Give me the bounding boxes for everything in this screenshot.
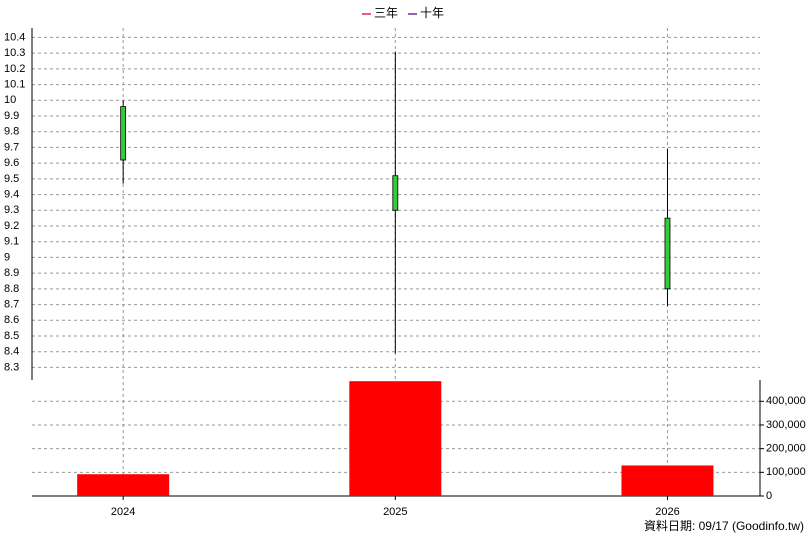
y2-tick-label: 100,000: [766, 466, 806, 478]
y-tick-label: 8.5: [4, 330, 19, 342]
y-tick-label: 9.5: [4, 173, 19, 185]
y-tick-label: 10.3: [4, 47, 25, 59]
footer: 資料日期: 09/17 (Goodinfo.tw): [644, 519, 804, 533]
y-tick-label: 9.8: [4, 126, 19, 138]
y-tick-label: 8.6: [4, 314, 19, 326]
volume-bar: [77, 474, 170, 496]
y-tick-label: 8.4: [4, 346, 19, 358]
candle-body: [392, 175, 399, 211]
legend-label: 三年: [374, 6, 398, 20]
y-tick-label: 8.7: [4, 298, 19, 310]
y2-tick-label: 400,000: [766, 395, 806, 407]
y-tick-label: 9.7: [4, 141, 19, 153]
x-tick-label: 2025: [383, 506, 407, 518]
y-tick-label: 9.9: [4, 110, 19, 122]
candle-body: [664, 217, 671, 290]
volume-bar: [349, 381, 442, 496]
legend-label: 十年: [420, 6, 444, 20]
y2-tick-label: 0: [766, 490, 772, 502]
y-tick-label: 9.4: [4, 188, 19, 200]
y-tick-label: 8.9: [4, 267, 19, 279]
y-tick-label: 10.4: [4, 31, 25, 43]
y-tick-label: 9: [4, 251, 10, 263]
y-tick-label: 9.1: [4, 236, 19, 248]
y-tick-label: 8.8: [4, 283, 19, 295]
candle-body: [120, 106, 127, 161]
y2-tick-label: 200,000: [766, 443, 806, 455]
y2-tick-label: 300,000: [766, 419, 806, 431]
volume-bar: [621, 465, 714, 496]
y-tick-label: 8.3: [4, 361, 19, 373]
y-tick-label: 9.6: [4, 157, 19, 169]
y-tick-label: 9.2: [4, 220, 19, 232]
y-tick-label: 10.1: [4, 78, 25, 90]
x-tick-label: 2026: [655, 506, 679, 518]
y-tick-label: 10: [4, 94, 16, 106]
y-tick-label: 10.2: [4, 63, 25, 75]
x-tick-label: 2024: [111, 506, 135, 518]
y-tick-label: 9.3: [4, 204, 19, 216]
